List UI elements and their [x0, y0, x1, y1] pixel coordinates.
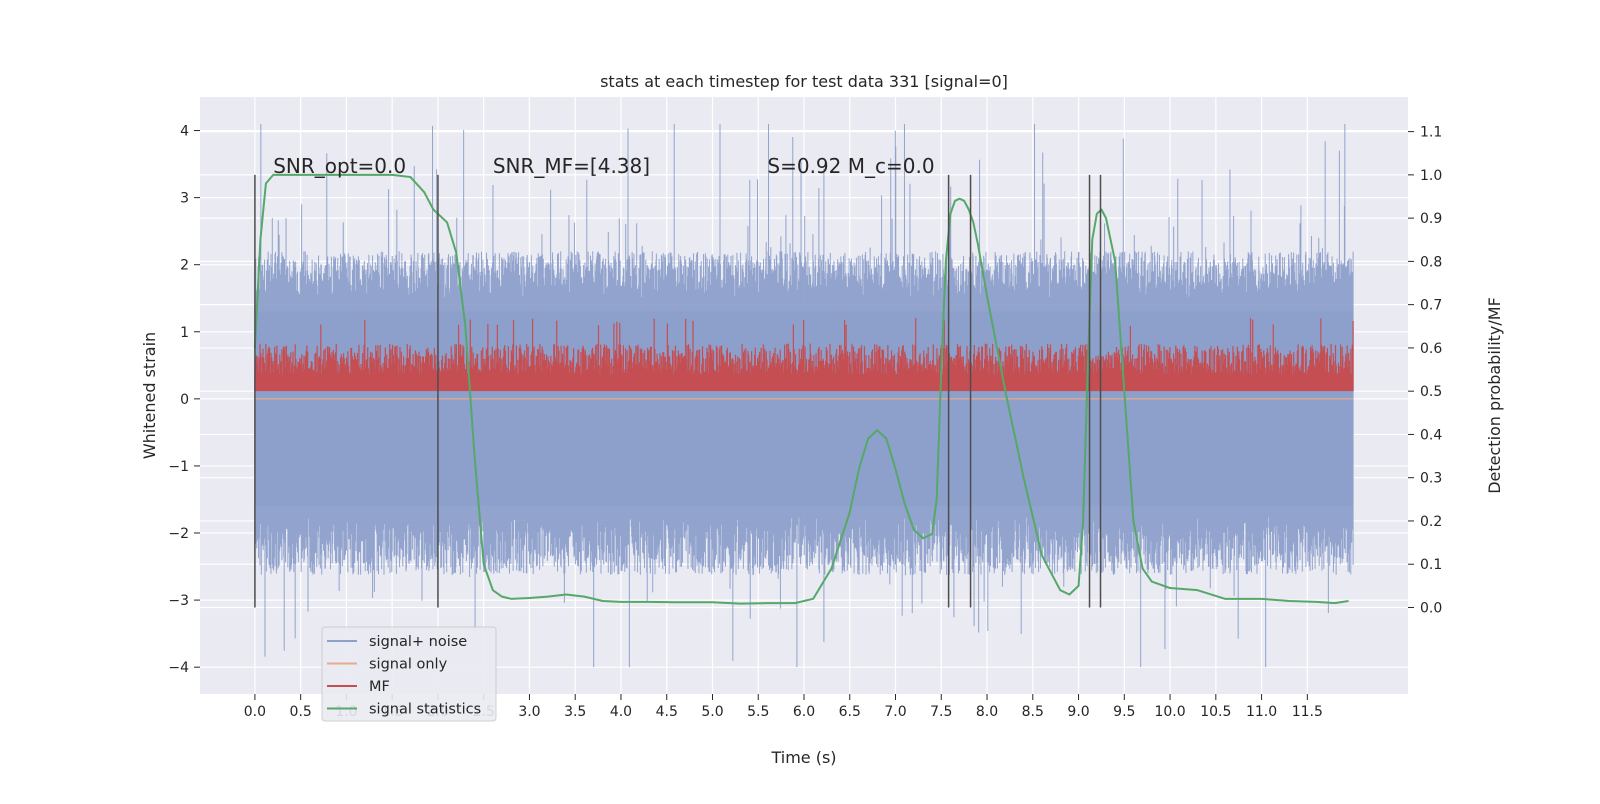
- x-tick-label: 7.0: [884, 704, 906, 720]
- x-tick-label: 4.0: [610, 704, 632, 720]
- x-tick-label: 8.5: [1022, 704, 1044, 720]
- annotation-2: S=0.92 M_c=0.0: [767, 154, 934, 178]
- x-tick-label: 11.5: [1292, 704, 1323, 720]
- x-tick-label: 0.0: [244, 704, 266, 720]
- x-tick-label: 9.5: [1113, 704, 1135, 720]
- y-right-tick-label: 0.5: [1420, 384, 1442, 400]
- y-left-tick-label: 0: [180, 392, 189, 408]
- y-right-tick-label: 0.2: [1420, 514, 1442, 530]
- x-tick-label: 4.5: [656, 704, 678, 720]
- y-left-tick-label: 1: [180, 325, 189, 341]
- y-left-tick-label: −2: [168, 526, 189, 542]
- y-left-tick-label: 4: [180, 124, 189, 140]
- legend-label: MF: [369, 679, 390, 695]
- y-right-tick-label: 0.0: [1420, 600, 1442, 616]
- legend-label: signal statistics: [369, 702, 481, 718]
- y-right-tick-label: 1.0: [1420, 168, 1442, 184]
- y-left-tick-label: 3: [180, 191, 189, 207]
- legend-label: signal only: [369, 657, 448, 673]
- y-right-axis-label: Detection probability/MF: [1485, 297, 1504, 494]
- annotation-0: SNR_opt=0.0: [273, 154, 406, 178]
- legend-label: signal+ noise: [369, 634, 467, 650]
- y-right-tick-label: 0.6: [1420, 341, 1442, 357]
- y-right-tick-label: 0.3: [1420, 471, 1442, 487]
- x-tick-label: 10.5: [1200, 704, 1231, 720]
- x-tick-label: 7.5: [930, 704, 952, 720]
- x-tick-label: 6.0: [793, 704, 815, 720]
- x-axis-label: Time (s): [770, 748, 836, 767]
- x-tick-label: 11.0: [1246, 704, 1277, 720]
- x-tick-label: 5.5: [747, 704, 769, 720]
- chart-title: stats at each timestep for test data 331…: [600, 72, 1008, 91]
- y-right-tick-label: 0.7: [1420, 298, 1442, 314]
- x-tick-label: 8.0: [976, 704, 998, 720]
- y-right-tick-label: 0.4: [1420, 427, 1442, 443]
- x-tick-label: 0.5: [290, 704, 312, 720]
- x-tick-label: 3.5: [564, 704, 586, 720]
- y-right-tick-label: 0.9: [1420, 211, 1442, 227]
- y-left-tick-label: −4: [168, 660, 189, 676]
- x-tick-label: 6.5: [839, 704, 861, 720]
- y-right-tick-label: 0.8: [1420, 254, 1442, 270]
- y-left-tick-label: 2: [180, 258, 189, 274]
- annotation-1: SNR_MF=[4.38]: [493, 154, 650, 178]
- x-tick-label: 5.0: [701, 704, 723, 720]
- y-right-tick-label: 1.1: [1420, 125, 1442, 141]
- y-left-tick-label: −3: [168, 593, 189, 609]
- y-left-axis-label: Whitened strain: [140, 332, 159, 459]
- legend-box: [321, 626, 497, 722]
- series-signal-statistics: [253, 173, 1349, 605]
- x-tick-label: 3.0: [518, 704, 540, 720]
- y-left-tick-label: −1: [168, 459, 189, 475]
- y-right-tick-label: 0.1: [1420, 557, 1442, 573]
- x-tick-label: 10.0: [1154, 704, 1185, 720]
- x-tick-label: 9.0: [1067, 704, 1089, 720]
